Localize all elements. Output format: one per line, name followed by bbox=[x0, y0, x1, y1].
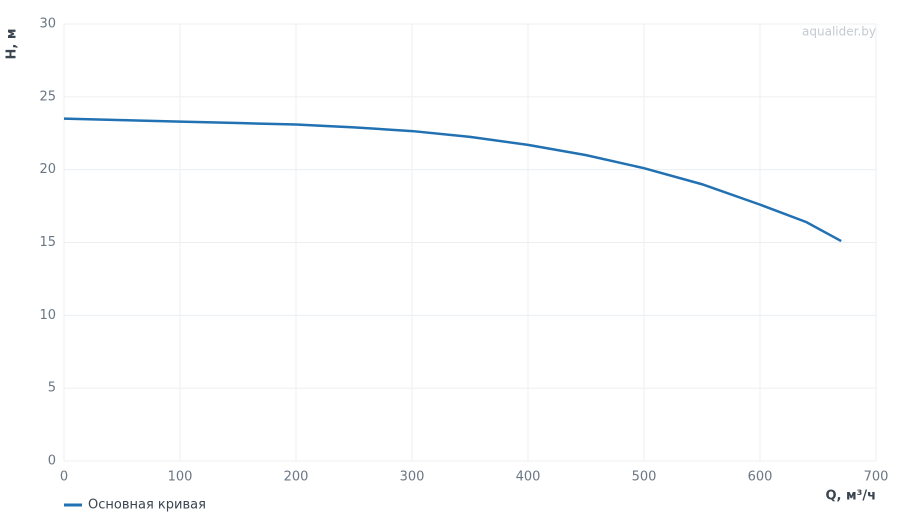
x-tick-label: 600 bbox=[748, 470, 773, 485]
y-tick-label: 20 bbox=[39, 162, 56, 177]
x-tick-label: 200 bbox=[284, 470, 309, 485]
x-tick-label: 400 bbox=[516, 470, 541, 485]
y-tick-label: 10 bbox=[39, 308, 56, 323]
y-tick-label: 25 bbox=[39, 89, 56, 104]
curve bbox=[63, 117, 842, 243]
legend-label: Основная кривая bbox=[88, 498, 206, 513]
y-tick-label: 15 bbox=[39, 235, 56, 250]
y-tick-label: 5 bbox=[48, 381, 56, 396]
x-tick-label: 100 bbox=[168, 470, 193, 485]
y-axis-title: H, м bbox=[5, 29, 20, 60]
x-axis-title: Q, м³/ч bbox=[825, 489, 876, 504]
x-tick-label: 500 bbox=[632, 470, 657, 485]
x-tick-label: 0 bbox=[60, 470, 68, 485]
y-tick-label: 0 bbox=[48, 454, 56, 469]
y-tick-label: 30 bbox=[39, 17, 56, 32]
x-tick-label: 700 bbox=[864, 470, 889, 485]
watermark: aqualider.by bbox=[802, 25, 876, 39]
x-tick-label: 300 bbox=[400, 470, 425, 485]
